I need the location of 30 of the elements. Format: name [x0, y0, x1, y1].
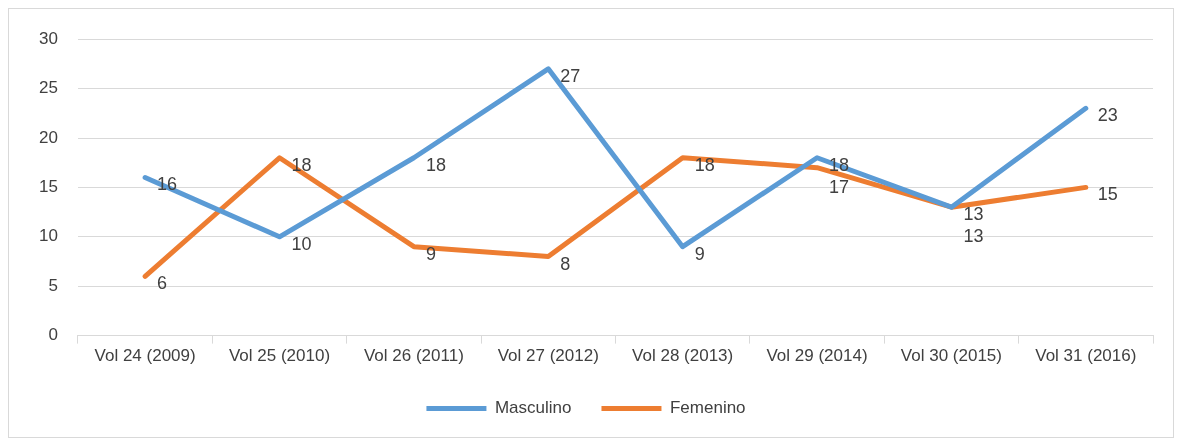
data-label: 13: [963, 226, 984, 247]
data-label: 17: [829, 176, 850, 197]
y-tick-label: 15: [38, 177, 58, 197]
legend-label: Masculino: [494, 398, 572, 418]
data-label: 18: [291, 154, 312, 175]
data-label: 15: [1097, 184, 1118, 205]
x-tick-label: Vol 26 (2011): [363, 346, 464, 366]
x-tick-label: Vol 27 (2012): [497, 346, 599, 366]
data-label: 9: [425, 243, 436, 264]
x-tick-label: Vol 29 (2014): [766, 346, 868, 366]
data-label: 6: [157, 273, 168, 294]
y-tick-label: 10: [38, 226, 58, 246]
legend-label: Femenino: [669, 398, 746, 418]
data-label: 18: [425, 154, 446, 175]
x-tick-label: Vol 28 (2013): [632, 346, 734, 366]
y-tick-label: 20: [38, 127, 58, 147]
data-label: 8: [560, 253, 571, 274]
data-label: 13: [963, 204, 984, 225]
data-label: 9: [694, 243, 705, 264]
y-tick-label: 25: [38, 78, 58, 98]
x-tick-label: Vol 31 (2016): [1035, 346, 1137, 366]
y-tick-label: 0: [48, 325, 58, 345]
x-tick-label: Vol 30 (2015): [900, 346, 1002, 366]
x-tick-label: Vol 24 (2009): [94, 346, 196, 366]
data-label: 10: [291, 233, 312, 254]
data-label: 27: [560, 65, 581, 86]
y-tick-label: 5: [48, 275, 58, 295]
data-label: 23: [1097, 105, 1118, 126]
x-tick-label: Vol 25 (2010): [228, 346, 331, 366]
y-tick-label: 30: [38, 28, 58, 48]
